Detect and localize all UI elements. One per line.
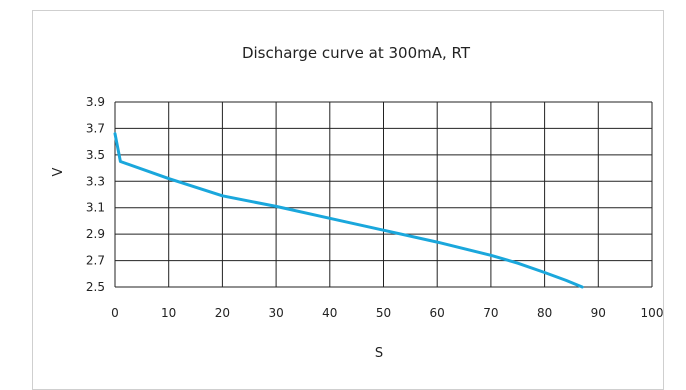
x-tick-label-1: 10	[161, 306, 176, 320]
tick-labels: 0 10 20 30 40 50 60 70 80 90 100 3.9 3.7 3.5 3.3 3.1 2.9…	[86, 95, 664, 320]
x-axis-label: S	[375, 346, 383, 361]
x-tick-label-3: 30	[268, 306, 283, 320]
x-tick-label-10: 100	[641, 306, 664, 320]
grid	[114, 101, 653, 288]
x-tick-label-7: 70	[483, 306, 498, 320]
y-tick-label-7: 2.5	[86, 280, 105, 294]
x-tick-label-9: 90	[591, 306, 606, 320]
y-tick-label-0: 3.9	[86, 95, 105, 109]
discharge-chart: Discharge curve at 300mA, RT 0 10 20 30 40 50…	[51, 44, 664, 361]
chart-title: Discharge curve at 300mA, RT	[242, 44, 471, 62]
x-tick-label-5: 50	[376, 306, 391, 320]
y-tick-label-6: 2.7	[86, 254, 105, 268]
x-tick-label-8: 80	[537, 306, 552, 320]
y-tick-label-1: 3.7	[86, 121, 105, 135]
x-tick-label-2: 20	[215, 306, 230, 320]
y-tick-label-4: 3.1	[86, 201, 105, 215]
y-axis-label: V	[51, 167, 66, 176]
chart-frame	[32, 10, 664, 390]
y-tick-label-2: 3.5	[86, 148, 105, 162]
x-tick-label-6: 60	[430, 306, 445, 320]
y-tick-label-3: 3.3	[86, 174, 105, 188]
x-tick-label-0: 0	[111, 306, 119, 320]
x-tick-label-4: 40	[322, 306, 337, 320]
y-tick-label-5: 2.9	[86, 227, 105, 241]
series-layer	[113, 132, 584, 289]
series-line-0	[113, 132, 584, 289]
